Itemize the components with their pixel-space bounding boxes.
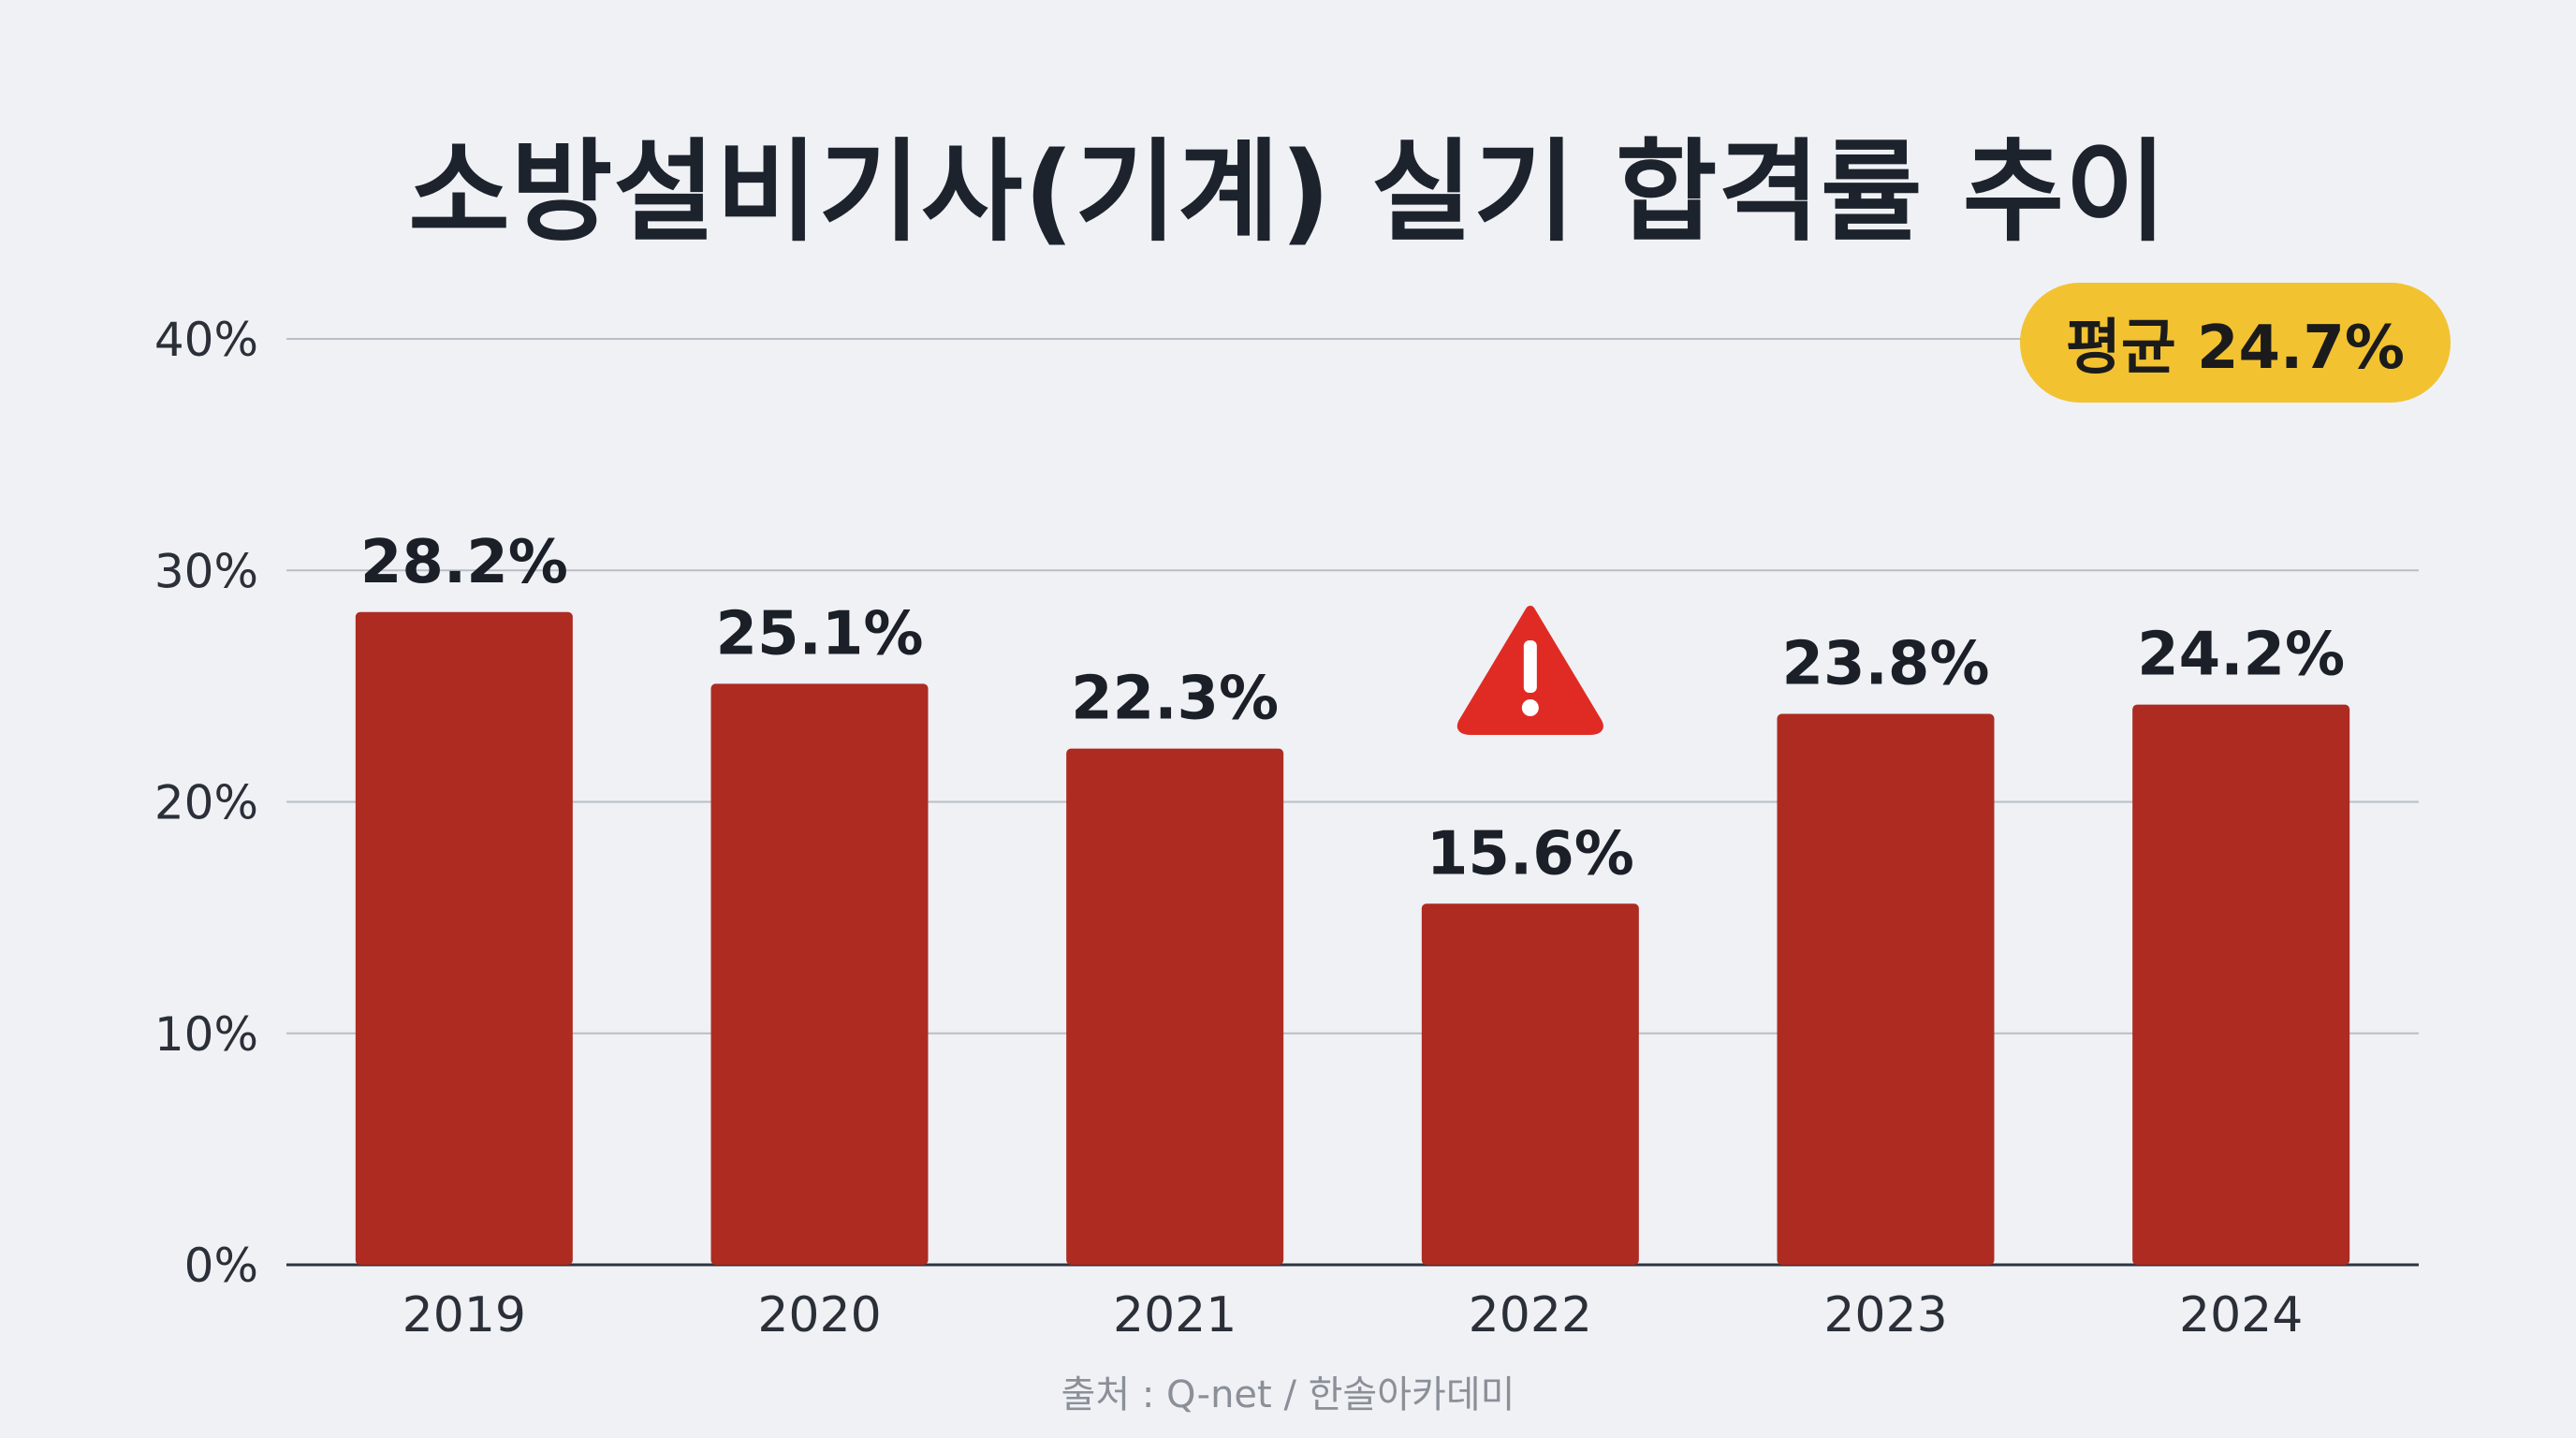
bar	[710, 683, 929, 1265]
x-tick-label: 2022	[1469, 1287, 1592, 1343]
x-tick-label: 2021	[1113, 1287, 1237, 1343]
average-badge: 평균 24.7%	[2020, 283, 2451, 403]
bar	[1421, 903, 1639, 1265]
bar	[1777, 713, 1995, 1265]
chart-title: 소방설비기사(기계) 실기 합격률 추이	[408, 127, 2168, 257]
value-label: 25.1%	[715, 599, 923, 668]
warning-triangle-icon	[1456, 606, 1603, 735]
bar	[1066, 748, 1284, 1265]
value-label: 22.3%	[1071, 665, 1279, 734]
y-tick-label: 10%	[154, 1007, 258, 1062]
y-tick-label: 40%	[154, 313, 258, 367]
x-tick-label: 2019	[402, 1287, 526, 1343]
value-label: 15.6%	[1427, 819, 1634, 888]
value-label: 23.8%	[1781, 630, 1989, 699]
value-label: 24.2%	[2137, 621, 2345, 690]
y-tick-label: 0%	[184, 1239, 258, 1293]
bar	[2132, 704, 2350, 1265]
x-tick-label: 2023	[1823, 1287, 1947, 1343]
y-tick-label: 20%	[154, 776, 258, 830]
x-tick-label: 2024	[2179, 1287, 2303, 1343]
value-label: 28.2%	[360, 528, 568, 597]
bar	[355, 611, 573, 1265]
x-tick-label: 2020	[757, 1287, 881, 1343]
source-note: 출처 : Q-net / 한솔아카데미	[1061, 1373, 1515, 1416]
y-tick-label: 30%	[154, 544, 258, 598]
